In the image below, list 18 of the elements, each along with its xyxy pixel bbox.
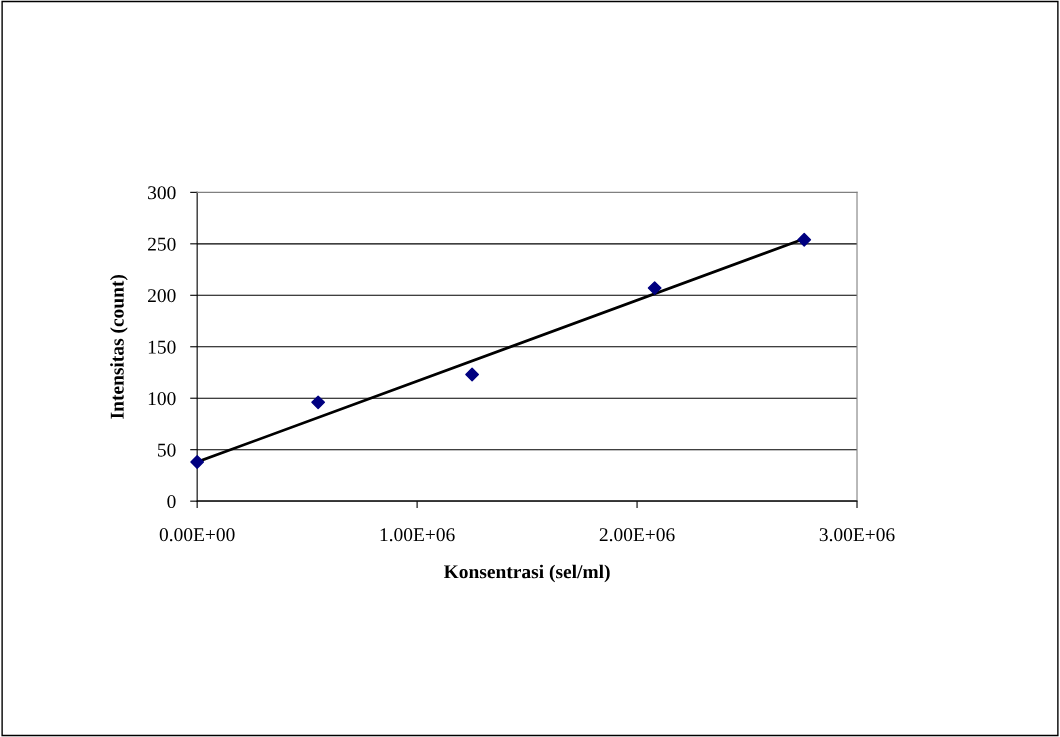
x-tick-label: 0.00E+00 [159, 528, 235, 542]
point [465, 367, 480, 382]
y-tick-label: 150 [148, 340, 176, 354]
x-axis-title: Konsentrasi (sel/ml) [443, 564, 610, 583]
x-tick-label: 2.00E+06 [599, 528, 675, 542]
y-tick-label: 300 [148, 186, 176, 200]
y-tick-label: 100 [148, 392, 176, 406]
x-tick-label: 1.00E+06 [380, 528, 455, 542]
y-tick-label: 250 [148, 237, 176, 251]
point [311, 395, 326, 410]
point [190, 455, 205, 469]
point [797, 232, 812, 247]
y-axis-title: Intensitas (count) [110, 274, 128, 419]
y-tick-label: 50 [158, 443, 176, 457]
point [647, 281, 662, 295]
y-tick-label: 200 [148, 289, 176, 303]
y-tick-label: 0 [167, 494, 176, 509]
x-tick-label: 3.00E+06 [819, 528, 895, 542]
